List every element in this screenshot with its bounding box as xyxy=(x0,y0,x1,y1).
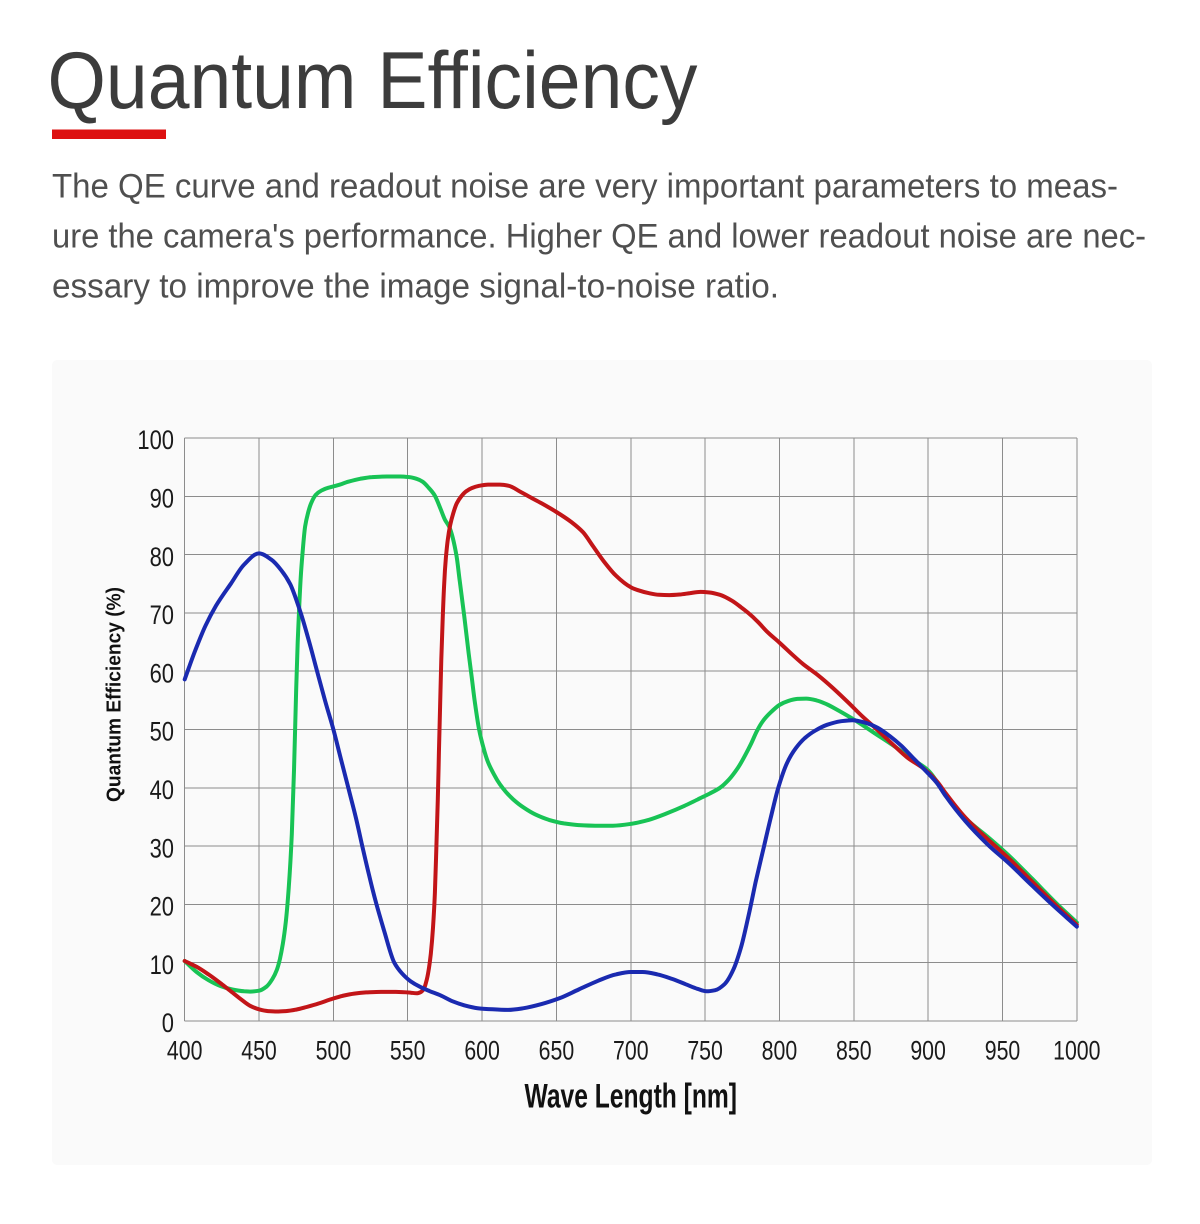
svg-text:ure the camera's performance.: ure the camera's performance. Higher QE … xyxy=(52,218,1146,256)
svg-text:20: 20 xyxy=(150,892,174,922)
svg-text:850: 850 xyxy=(836,1036,872,1066)
svg-text:70: 70 xyxy=(150,600,174,630)
svg-text:800: 800 xyxy=(762,1036,798,1066)
svg-text:400: 400 xyxy=(167,1036,203,1066)
svg-text:30: 30 xyxy=(150,833,174,863)
svg-text:700: 700 xyxy=(613,1036,649,1066)
svg-text:Wave Length [nm]: Wave Length [nm] xyxy=(525,1078,738,1116)
svg-text:essary to improve the image si: essary to improve the image signal-to-no… xyxy=(52,268,779,306)
svg-text:60: 60 xyxy=(150,658,174,688)
svg-text:550: 550 xyxy=(390,1036,426,1066)
svg-text:750: 750 xyxy=(687,1036,723,1066)
svg-text:450: 450 xyxy=(241,1036,277,1066)
svg-text:0: 0 xyxy=(162,1008,174,1038)
svg-text:Quantum Efficiency: Quantum Efficiency xyxy=(48,36,698,126)
svg-text:900: 900 xyxy=(910,1036,946,1066)
svg-text:1000: 1000 xyxy=(1053,1036,1100,1066)
svg-text:10: 10 xyxy=(150,950,174,980)
svg-text:Quantum Efficiency (%): Quantum Efficiency (%) xyxy=(103,587,126,802)
svg-text:40: 40 xyxy=(150,775,174,805)
svg-text:90: 90 xyxy=(150,484,174,514)
svg-text:600: 600 xyxy=(464,1036,500,1066)
svg-text:The QE curve and readout noise: The QE curve and readout noise are very … xyxy=(52,168,1118,206)
svg-text:100: 100 xyxy=(137,425,174,455)
svg-text:650: 650 xyxy=(539,1036,575,1066)
svg-text:950: 950 xyxy=(985,1036,1021,1066)
svg-text:80: 80 xyxy=(150,542,174,572)
svg-text:500: 500 xyxy=(316,1036,352,1066)
svg-text:50: 50 xyxy=(150,717,174,747)
